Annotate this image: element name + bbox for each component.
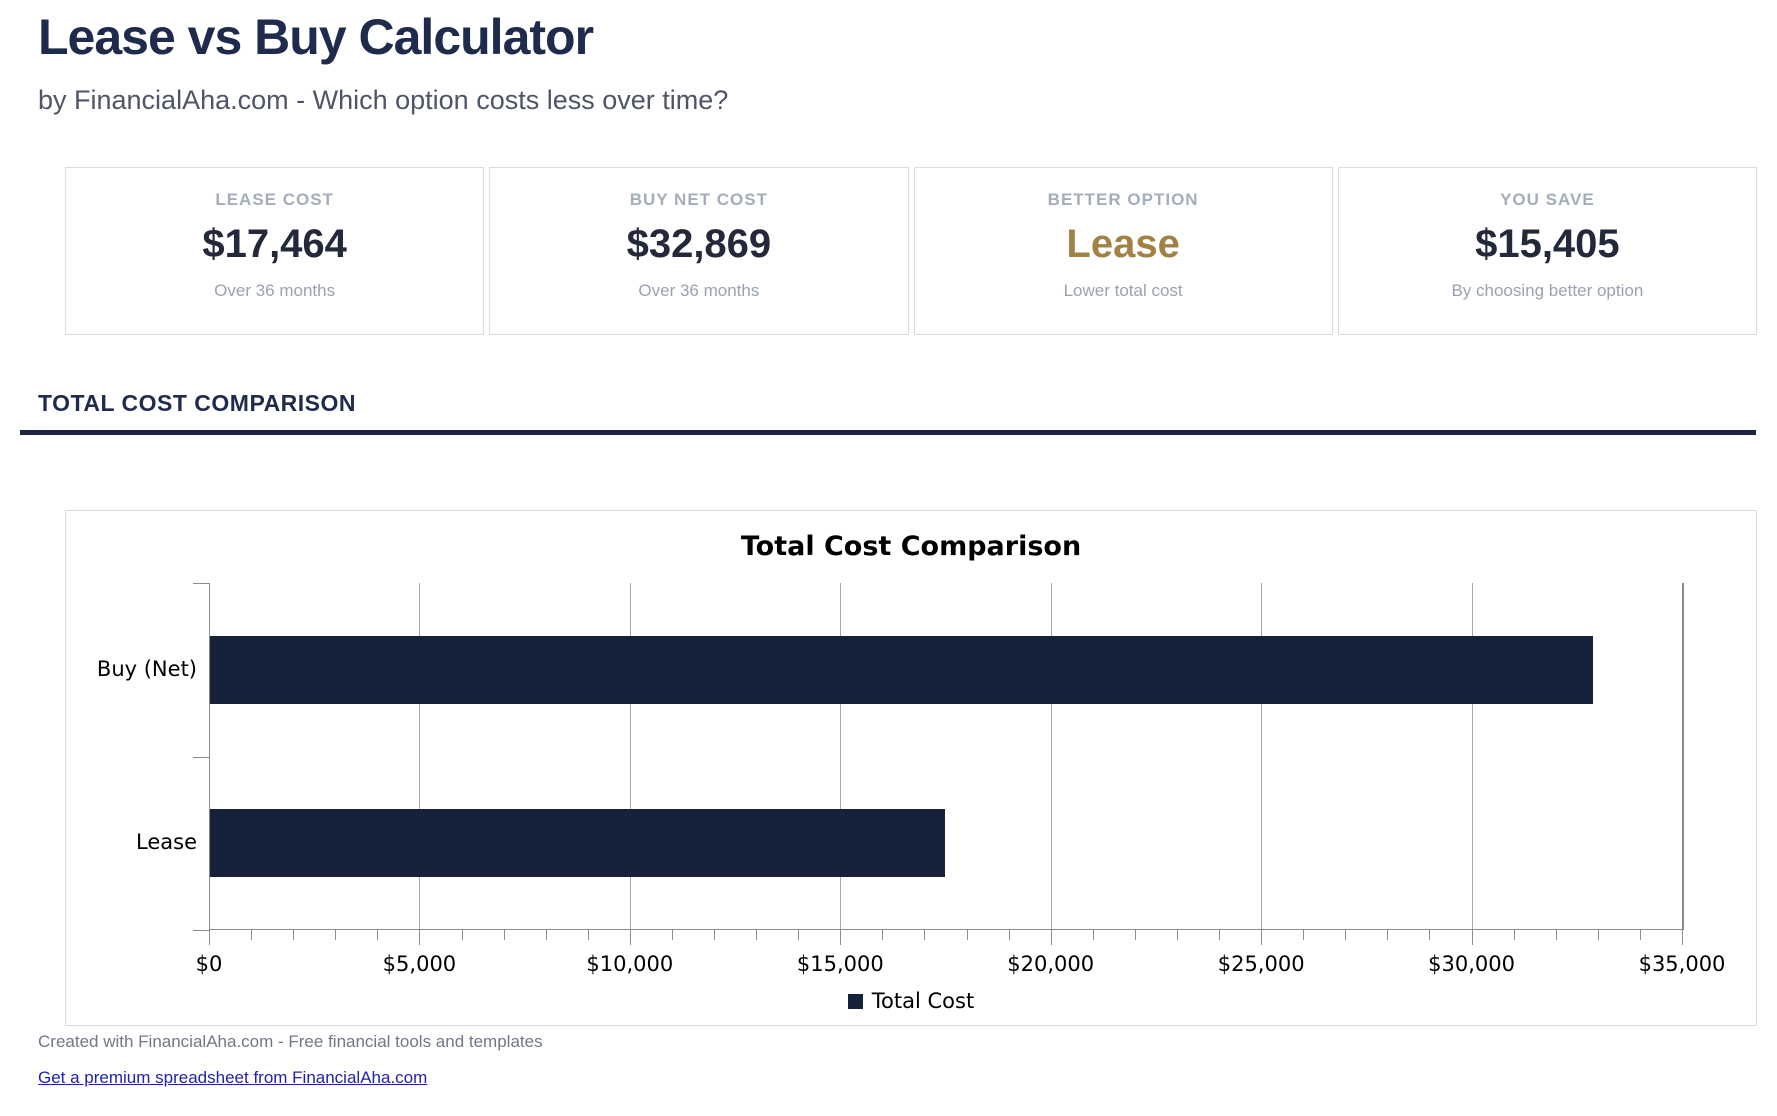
section-title: TOTAL COST COMPARISON (38, 390, 357, 416)
page-title: Lease vs Buy Calculator (38, 9, 594, 65)
x-minor-tick (377, 930, 379, 940)
card-label: BUY NET COST (629, 190, 768, 209)
x-tick-label: $35,000 (1638, 952, 1726, 976)
x-minor-tick (1176, 930, 1178, 940)
footer-credit: Created with FinancialAha.com - Free fin… (38, 1032, 543, 1051)
card-label: YOU SAVE (1500, 190, 1595, 209)
y-axis-tick (193, 756, 209, 758)
x-tick-label: $30,000 (1428, 952, 1515, 976)
x-minor-tick (1513, 930, 1515, 940)
x-minor-tick (1429, 930, 1431, 940)
gridline (1471, 583, 1473, 930)
y-axis-tick (193, 930, 209, 931)
category-label: Lease (136, 830, 197, 855)
x-minor-tick (251, 930, 253, 940)
x-minor-tick (1303, 930, 1305, 940)
x-minor-tick (1219, 930, 1221, 940)
x-minor-tick (1008, 930, 1010, 940)
x-major-tick (840, 930, 842, 945)
x-major-tick (209, 930, 210, 945)
x-minor-tick (671, 930, 673, 940)
gridline (419, 583, 421, 930)
x-minor-tick (335, 930, 337, 940)
legend-swatch (847, 993, 863, 1009)
card-sub: Over 36 months (638, 281, 760, 300)
x-tick-label: $20,000 (1007, 952, 1095, 976)
summary-cards-row: LEASE COST $17,464 Over 36 months BUY NE… (65, 167, 1757, 335)
x-minor-tick (1134, 930, 1136, 940)
x-minor-tick (293, 930, 295, 940)
x-minor-tick (924, 930, 926, 940)
x-major-tick (1471, 930, 1473, 945)
chart-legend: Total Cost (66, 989, 1756, 1013)
card-buy-net-cost: BUY NET COST $32,869 Over 36 months (489, 167, 909, 335)
gridline (1050, 583, 1052, 930)
x-minor-tick (714, 930, 716, 940)
x-minor-tick (756, 930, 758, 940)
x-tick-label: $0 (195, 952, 223, 976)
card-value: $17,464 (202, 222, 347, 266)
bar-buy-net- (210, 635, 1594, 704)
x-minor-tick (1597, 930, 1599, 940)
card-value: $15,405 (1475, 222, 1620, 266)
section-rule (20, 430, 1756, 435)
x-major-tick (1261, 930, 1263, 945)
y-axis-tick (193, 583, 209, 584)
x-tick-label: $25,000 (1217, 952, 1305, 976)
x-minor-tick (1639, 930, 1641, 940)
gridline (840, 583, 842, 930)
card-sub: Over 36 months (214, 281, 336, 300)
card-label: BETTER OPTION (1047, 190, 1199, 209)
x-minor-tick (1387, 930, 1389, 940)
total-cost-chart: Total Cost Comparison Buy (Net) Lease $0 $5… (65, 510, 1757, 1026)
x-tick-label: $10,000 (586, 952, 674, 976)
x-minor-tick (1092, 930, 1094, 940)
card-label: LEASE COST (215, 190, 334, 209)
x-tick-label: $15,000 (796, 952, 884, 976)
category-label: Buy (Net) (96, 656, 197, 681)
page-subtitle: by FinancialAha.com - Which option costs… (38, 85, 729, 115)
card-value: Lease (1066, 222, 1180, 266)
x-minor-tick (461, 930, 463, 940)
card-sub: By choosing better option (1451, 281, 1644, 300)
x-minor-tick (882, 930, 884, 940)
x-minor-tick (798, 930, 800, 940)
bar-lease (210, 809, 945, 878)
x-minor-tick (587, 930, 589, 940)
plot-area: Buy (Net) Lease $0 $5,000 $10,000 $15,000 $20,… (97, 583, 1725, 976)
legend-label: Total Cost (871, 989, 975, 1013)
x-minor-tick (1555, 930, 1557, 940)
x-major-tick (1050, 930, 1052, 945)
x-axis-line (209, 929, 1682, 930)
premium-spreadsheet-link[interactable]: Get a premium spreadsheet from Financial… (38, 1068, 428, 1087)
gridline (629, 583, 631, 930)
card-value: $32,869 (626, 222, 772, 266)
gridline (1261, 583, 1263, 930)
x-major-tick (419, 930, 421, 945)
y-axis-line (209, 583, 210, 930)
card-better-option: BETTER OPTION Lease Lower total cost (913, 167, 1333, 335)
x-minor-tick (545, 930, 547, 940)
x-major-tick (1682, 930, 1683, 945)
x-major-tick (629, 930, 631, 945)
x-minor-tick (1345, 930, 1347, 940)
card-sub: Lower total cost (1063, 281, 1183, 300)
x-tick-label: $5,000 (382, 952, 457, 976)
x-minor-tick (966, 930, 968, 940)
card-lease-cost: LEASE COST $17,464 Over 36 months (65, 167, 485, 335)
gridline (1682, 583, 1684, 930)
x-minor-tick (503, 930, 505, 940)
card-you-save: YOU SAVE $15,405 By choosing better opti… (1337, 167, 1757, 335)
chart-title: Total Cost Comparison (740, 531, 1082, 562)
